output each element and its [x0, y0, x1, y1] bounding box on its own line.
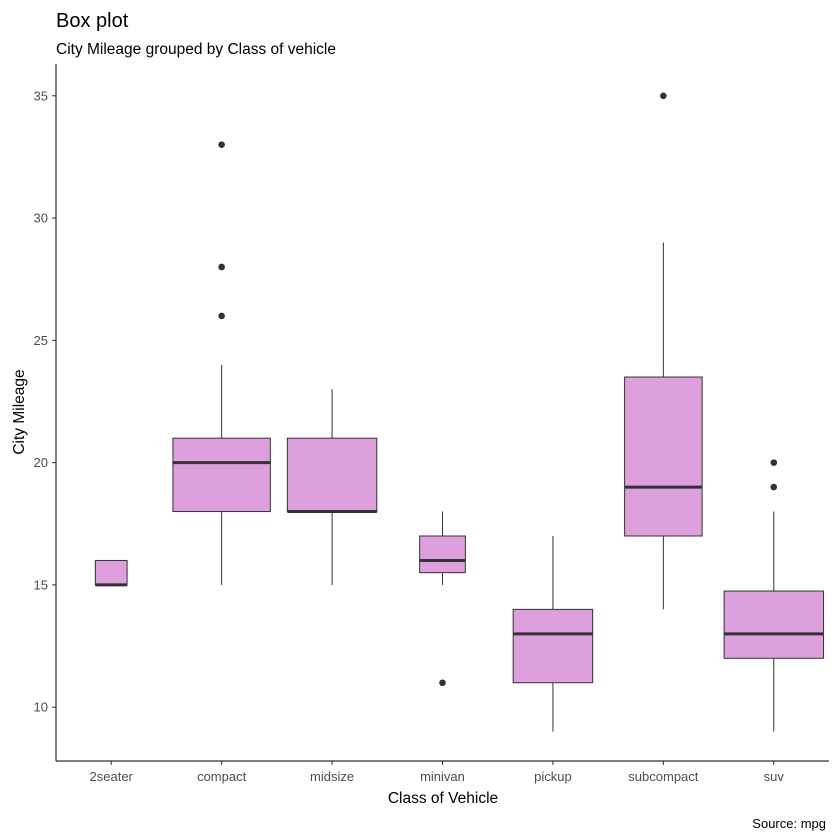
x-axis-title: Class of Vehicle: [388, 790, 498, 807]
box-pickup: [512, 536, 594, 732]
box-iqr: [94, 559, 128, 586]
outlier-point: [770, 483, 778, 491]
box-iqr: [172, 437, 271, 513]
box-iqr: [419, 535, 466, 574]
box-iqr: [624, 376, 703, 537]
chart-title: Box plot: [56, 10, 129, 32]
x-tick-label: subcompact: [628, 769, 698, 784]
box-2seater: [94, 559, 128, 587]
box-midsize: [286, 389, 378, 585]
outlier-point: [218, 141, 225, 149]
y-tick-label: 20: [34, 455, 48, 470]
outlier-point: [218, 312, 225, 320]
outlier-point: [218, 263, 225, 271]
x-tick-label: compact: [197, 769, 247, 784]
box-compact: [172, 141, 271, 585]
boxes-layer: [94, 92, 824, 732]
y-tick-label: 25: [34, 333, 48, 348]
x-tick-label: 2seater: [90, 769, 134, 784]
x-tick-label: midsize: [310, 769, 354, 784]
box-iqr: [512, 608, 594, 684]
x-tick-label: suv: [764, 769, 785, 784]
chart-subtitle: City Mileage grouped by Class of vehicle: [56, 41, 336, 58]
box-iqr: [286, 437, 378, 513]
box-minivan: [419, 511, 466, 687]
y-axis-title: City Mileage: [11, 369, 28, 454]
outlier-point: [660, 92, 667, 100]
box-suv: [723, 459, 824, 732]
y-tick-label: 30: [34, 211, 48, 226]
x-tick-label: pickup: [534, 769, 572, 784]
y-axis: 10 15 20 25 30 35: [34, 88, 56, 715]
outlier-point: [770, 459, 778, 466]
x-axis: 2seater compact midsize minivan pickup subcom…: [90, 761, 785, 784]
y-tick-label: 35: [34, 88, 48, 103]
y-tick-label: 15: [34, 577, 48, 592]
chart-caption: Source: mpg: [752, 816, 826, 831]
outlier-point: [439, 679, 446, 687]
y-tick-label: 10: [34, 700, 48, 715]
box-iqr: [723, 590, 824, 659]
box-subcompact: [624, 92, 703, 610]
x-tick-label: minivan: [420, 769, 465, 784]
